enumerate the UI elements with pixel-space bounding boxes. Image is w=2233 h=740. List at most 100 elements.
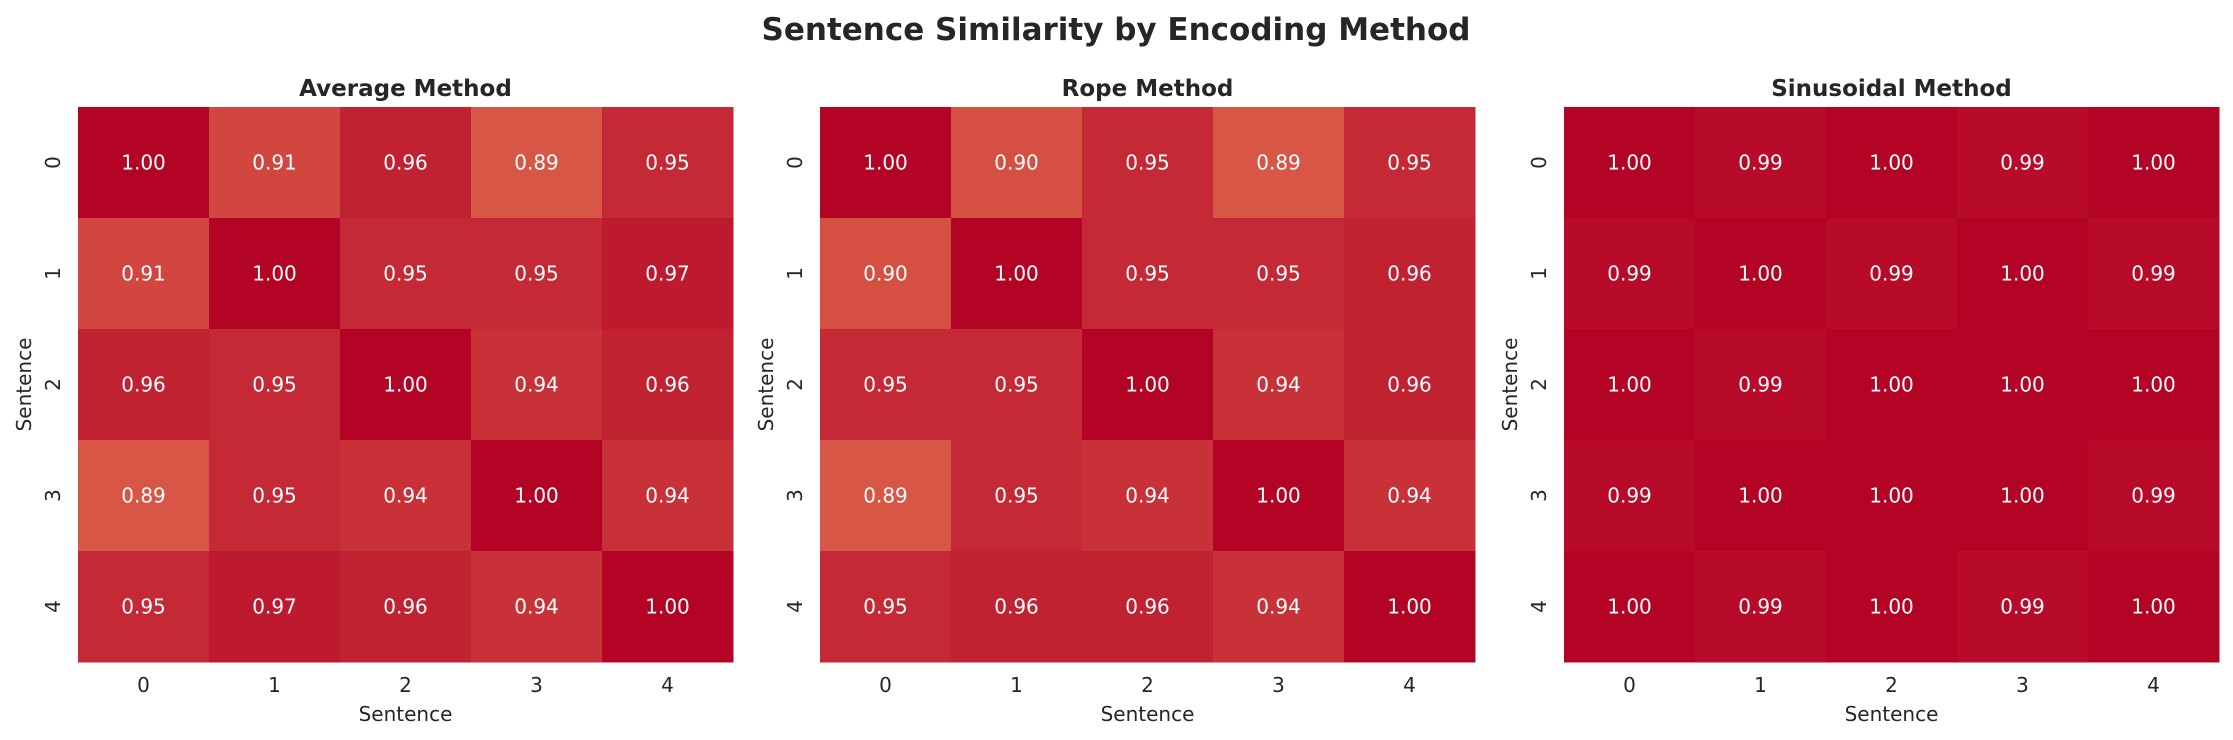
cell-annotation: 0.94 xyxy=(1125,484,1170,508)
cell-annotation: 0.89 xyxy=(1256,151,1301,175)
cell-annotation: 0.90 xyxy=(863,262,908,286)
x-axis-label: Sentence xyxy=(1101,702,1195,726)
heatmap-cell xyxy=(471,551,603,663)
cell-annotation: 0.89 xyxy=(514,151,559,175)
cell-annotation: 0.95 xyxy=(121,595,166,619)
figure-title: Sentence Similarity by Encoding Method xyxy=(762,12,1471,48)
cell-annotation: 0.95 xyxy=(1387,151,1432,175)
heatmap-cell xyxy=(1826,440,1958,552)
cell-annotation: 0.96 xyxy=(1125,595,1170,619)
heatmap-cell xyxy=(471,218,603,330)
cell-annotation: 1.00 xyxy=(252,262,297,286)
x-tick-label: 2 xyxy=(399,673,412,697)
cell-annotation: 1.00 xyxy=(1869,373,1914,397)
cell-annotation: 1.00 xyxy=(645,595,690,619)
panel-title: Rope Method xyxy=(1062,76,1234,102)
x-tick-label: 3 xyxy=(530,673,543,697)
heatmap-cell xyxy=(1695,218,1827,330)
heatmap-cell xyxy=(78,218,210,330)
x-tick-label: 1 xyxy=(1010,673,1023,697)
x-tick-label: 0 xyxy=(879,673,892,697)
panel-title: Average Method xyxy=(299,76,512,102)
heatmap-cell xyxy=(951,551,1083,663)
heatmap-cell xyxy=(1213,329,1345,441)
heatmap-cell xyxy=(1564,107,1696,219)
heatmap-cell xyxy=(1344,329,1476,441)
heatmap-cell xyxy=(340,440,472,552)
cell-annotation: 1.00 xyxy=(514,484,559,508)
heatmap-cell xyxy=(602,329,734,441)
heatmap-cell xyxy=(1082,218,1214,330)
heatmap-cell xyxy=(209,551,341,663)
heatmap-cell xyxy=(820,329,952,441)
cell-annotation: 0.89 xyxy=(121,484,166,508)
heatmap-cell xyxy=(2088,218,2220,330)
cell-annotation: 0.99 xyxy=(1738,373,1783,397)
heatmap-cell xyxy=(471,440,603,552)
cell-annotation: 1.00 xyxy=(1607,151,1652,175)
cell-annotation: 0.95 xyxy=(863,595,908,619)
cell-annotation: 0.99 xyxy=(1738,151,1783,175)
cell-annotation: 1.00 xyxy=(1869,151,1914,175)
y-tick-label: 3 xyxy=(1527,489,1551,502)
cell-annotation: 1.00 xyxy=(1125,373,1170,397)
x-tick-label: 2 xyxy=(1141,673,1154,697)
x-tick-label: 0 xyxy=(1623,673,1636,697)
cell-annotation: 0.90 xyxy=(994,151,1039,175)
cell-annotation: 0.95 xyxy=(383,262,428,286)
heatmap-cell xyxy=(1957,440,2089,552)
y-tick-label: 0 xyxy=(783,156,807,169)
heatmap-cell xyxy=(1082,551,1214,663)
heatmap-cell xyxy=(1957,218,2089,330)
heatmap-cell xyxy=(2088,440,2220,552)
heatmap-cell xyxy=(209,218,341,330)
heatmap-cell xyxy=(2088,329,2220,441)
cell-annotation: 1.00 xyxy=(383,373,428,397)
cell-annotation: 0.94 xyxy=(645,484,690,508)
y-tick-label: 1 xyxy=(783,267,807,280)
cell-annotation: 1.00 xyxy=(2131,373,2176,397)
heatmap-cell xyxy=(78,551,210,663)
heatmap-cell xyxy=(1826,551,1958,663)
cell-annotation: 0.95 xyxy=(645,151,690,175)
cell-annotation: 0.99 xyxy=(1607,484,1652,508)
heatmap-cell xyxy=(1213,218,1345,330)
heatmap-cell xyxy=(1826,107,1958,219)
y-tick-label: 1 xyxy=(41,267,65,280)
cell-annotation: 0.95 xyxy=(252,373,297,397)
heatmap-cell xyxy=(820,107,952,219)
cell-annotation: 1.00 xyxy=(121,151,166,175)
cell-annotation: 0.96 xyxy=(121,373,166,397)
cell-annotation: 0.99 xyxy=(1738,595,1783,619)
heatmap-cell xyxy=(1213,440,1345,552)
heatmap-cell xyxy=(340,551,472,663)
heatmap-cell xyxy=(1695,551,1827,663)
heatmap-cell xyxy=(1344,551,1476,663)
heatmap-cell xyxy=(820,218,952,330)
heatmap-cell xyxy=(471,107,603,219)
heatmap-cell xyxy=(951,107,1083,219)
heatmap-cell xyxy=(1213,107,1345,219)
heatmap-cell xyxy=(1344,218,1476,330)
heatmap-cell xyxy=(1564,551,1696,663)
cell-annotation: 0.91 xyxy=(121,262,166,286)
y-tick-label: 3 xyxy=(41,489,65,502)
cell-annotation: 0.97 xyxy=(252,595,297,619)
heatmap-cell xyxy=(1695,107,1827,219)
heatmap-cell xyxy=(1082,440,1214,552)
cell-annotation: 0.95 xyxy=(1256,262,1301,286)
cell-annotation: 0.99 xyxy=(2131,262,2176,286)
heatmap-cell xyxy=(602,440,734,552)
heatmap-cell xyxy=(1344,440,1476,552)
heatmap-cell xyxy=(1695,329,1827,441)
cell-annotation: 0.94 xyxy=(514,373,559,397)
heatmap-cell xyxy=(1082,107,1214,219)
cell-annotation: 0.95 xyxy=(994,373,1039,397)
x-tick-label: 4 xyxy=(661,673,674,697)
cell-annotation: 0.99 xyxy=(2000,595,2045,619)
cell-annotation: 0.96 xyxy=(645,373,690,397)
cell-annotation: 0.96 xyxy=(383,595,428,619)
heatmap-cell xyxy=(1826,329,1958,441)
heatmap-cell xyxy=(2088,551,2220,663)
